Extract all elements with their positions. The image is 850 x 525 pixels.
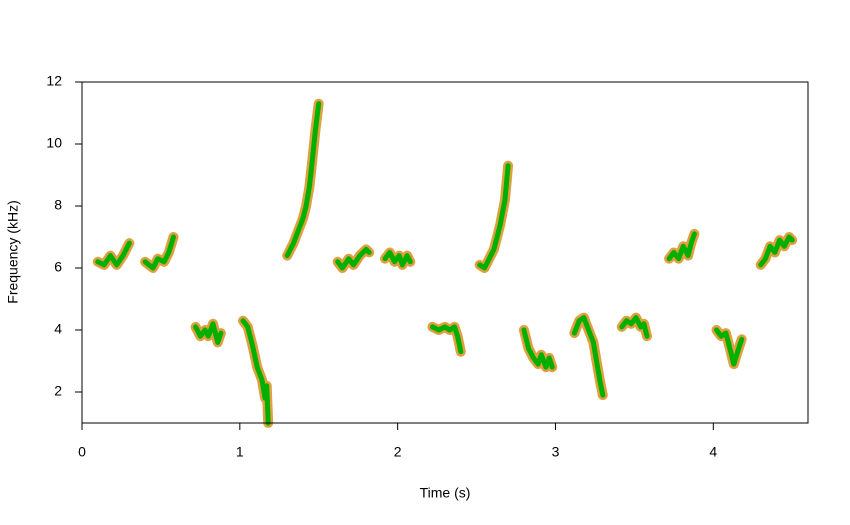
syllable xyxy=(240,318,271,426)
syllable xyxy=(382,250,413,268)
x-tick-label: 3 xyxy=(552,444,560,460)
x-tick-label: 2 xyxy=(394,444,402,460)
y-tick-label: 10 xyxy=(46,135,62,151)
syllable xyxy=(666,231,697,262)
y-axis-label: Frequency (kHz) xyxy=(5,200,21,303)
syllable xyxy=(193,321,224,345)
syllable xyxy=(758,234,795,268)
syllable-edge xyxy=(238,315,274,428)
y-tick-label: 4 xyxy=(54,321,62,337)
x-tick-label: 4 xyxy=(709,444,717,460)
syllable xyxy=(284,101,322,259)
y-tick-label: 2 xyxy=(54,383,62,399)
y-tick-label: 6 xyxy=(54,259,62,275)
syllable xyxy=(714,327,745,367)
y-tick-label: 12 xyxy=(46,73,62,89)
y-tick-label: 8 xyxy=(54,197,62,213)
x-tick-label: 0 xyxy=(78,444,86,460)
syllable xyxy=(477,163,511,271)
syllable xyxy=(142,234,176,271)
syllable xyxy=(335,246,372,271)
plot-frame xyxy=(81,81,809,424)
syllable xyxy=(429,324,464,355)
syllable xyxy=(619,315,650,339)
x-axis-label: Time (s) xyxy=(420,485,471,501)
syllable xyxy=(95,240,132,268)
syllable xyxy=(571,315,606,398)
syllable xyxy=(521,327,555,370)
x-tick-label: 1 xyxy=(236,444,244,460)
